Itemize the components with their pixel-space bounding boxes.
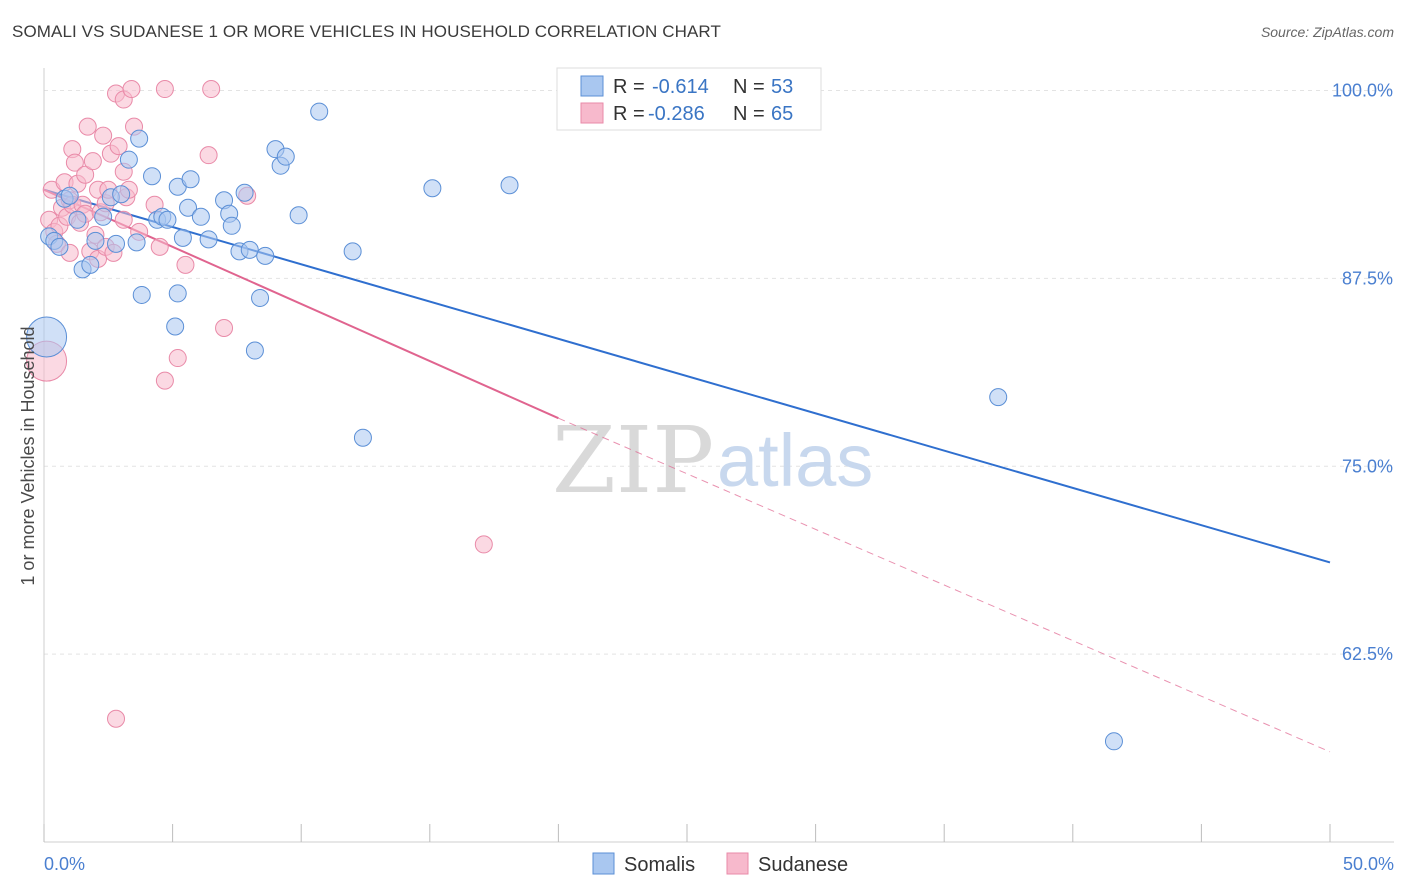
data-point-sudanese: [109, 137, 128, 156]
data-point-somalis: [240, 240, 259, 259]
data-point-sudanese: [94, 126, 113, 145]
data-point-somalis: [158, 210, 177, 229]
data-point-somalis: [256, 246, 275, 265]
data-point-sudanese: [199, 146, 218, 165]
data-point-sudanese: [65, 153, 84, 172]
data-point-somalis: [127, 233, 146, 252]
axes: [43, 68, 1394, 843]
data-point-somalis: [989, 388, 1008, 407]
data-point-sudanese: [107, 709, 126, 728]
data-point-somalis: [143, 167, 162, 186]
data-point-somalis: [107, 234, 126, 253]
legend-r-sudanese: -0.286: [648, 103, 705, 125]
data-point-somalis: [94, 207, 113, 226]
data-point-somalis: [112, 185, 131, 204]
data-point-somalis: [68, 210, 87, 229]
y-tick-labels: 100.0% 87.5% 75.0% 62.5%: [1332, 81, 1393, 665]
legend-n-label-sudanese: N =: [733, 103, 765, 125]
data-point-sudanese: [76, 165, 95, 184]
data-point-somalis: [119, 150, 138, 169]
data-point-somalis: [181, 170, 200, 189]
y-tick-label: 75.0%: [1342, 456, 1393, 476]
grid-lines: [44, 90, 1394, 655]
data-point-somalis: [130, 129, 149, 148]
data-point-somalis: [235, 183, 254, 202]
data-point-sudanese: [176, 255, 195, 274]
data-point-somalis: [132, 285, 151, 304]
legend-r-label-sudanese: R =: [613, 103, 645, 125]
data-point-sudanese: [114, 210, 133, 229]
legend-n-sudanese: 65: [771, 103, 793, 125]
watermark-atlas: atlas: [717, 419, 873, 502]
data-point-somalis: [86, 231, 105, 250]
data-point-sudanese: [83, 152, 102, 171]
legend-swatch-somalis: [580, 75, 604, 97]
x-tick-label-min: 0.0%: [44, 854, 85, 874]
legend-n-label-somalis: N =: [733, 76, 765, 98]
data-point-somalis: [245, 341, 264, 360]
series-legend-swatch-sudanese: [726, 852, 749, 875]
y-axis-label: 1 or more Vehicles in Household: [18, 326, 38, 585]
data-point-sudanese: [122, 80, 141, 99]
data-point-somalis-large: [26, 316, 68, 358]
data-point-sudanese: [168, 349, 187, 368]
data-point-somalis: [310, 102, 329, 121]
legend-r-label-somalis: R =: [613, 76, 645, 98]
data-point-somalis: [423, 179, 442, 198]
series-legend-label-somalis: Somalis: [624, 854, 695, 876]
data-point-sudanese: [202, 80, 221, 99]
data-point-sudanese: [474, 535, 493, 554]
legend-n-somalis: 53: [771, 76, 793, 98]
legend-swatch-sudanese: [580, 102, 604, 124]
data-point-somalis: [173, 228, 192, 247]
trend-line-sudanese-dashed: [558, 417, 1331, 753]
x-tick-label-max: 50.0%: [1343, 854, 1394, 874]
data-point-somalis: [251, 288, 270, 307]
data-point-somalis: [1104, 732, 1123, 751]
series-legend-swatch-somalis: [592, 852, 615, 875]
chart-source: Source: ZipAtlas.com: [1260, 24, 1394, 40]
data-point-somalis: [500, 176, 519, 195]
watermark: ZIP atlas: [552, 407, 873, 514]
y-tick-label: 62.5%: [1342, 644, 1393, 664]
data-point-sudanese: [155, 80, 174, 99]
data-points: [26, 80, 1123, 751]
data-point-somalis: [191, 207, 210, 226]
data-point-sudanese: [215, 319, 234, 338]
legend-r-somalis: -0.614: [652, 76, 709, 98]
data-point-somalis: [166, 317, 185, 336]
data-point-somalis: [199, 230, 218, 249]
data-point-somalis: [60, 186, 79, 205]
data-point-somalis: [276, 147, 295, 166]
data-point-sudanese: [155, 371, 174, 390]
data-point-somalis: [289, 206, 308, 225]
data-point-somalis: [343, 242, 362, 261]
series-legend-label-sudanese: Sudanese: [758, 854, 848, 876]
x-ticks: [43, 824, 1331, 842]
data-point-somalis: [168, 284, 187, 303]
trend-line-sudanese: [43, 188, 559, 420]
y-tick-label: 100.0%: [1332, 81, 1393, 101]
stats-legend: R = -0.614 N = 53 R = -0.286 N = 65: [556, 67, 822, 131]
watermark-zip: ZIP: [552, 407, 714, 514]
chart-title: SOMALI VS SUDANESE 1 OR MORE VEHICLES IN…: [12, 22, 721, 41]
data-point-somalis: [179, 198, 198, 217]
data-point-sudanese: [150, 237, 169, 256]
data-point-sudanese: [78, 117, 97, 136]
data-point-somalis: [353, 428, 372, 447]
data-point-somalis: [222, 216, 241, 235]
data-point-somalis: [50, 237, 69, 256]
y-tick-label: 87.5%: [1342, 268, 1393, 288]
series-legend: Somalis Sudanese: [592, 852, 848, 876]
data-point-somalis: [81, 255, 100, 274]
